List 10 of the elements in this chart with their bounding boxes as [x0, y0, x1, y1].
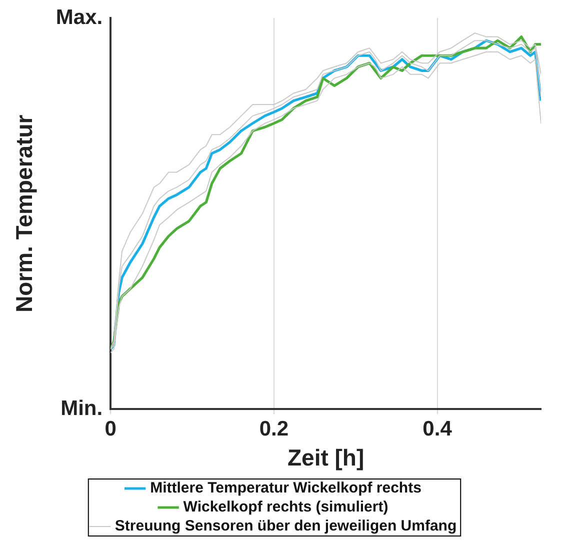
x-tick-label: 0.4 [422, 418, 452, 441]
text: Max. [56, 6, 103, 29]
x-axis-title: Zeit [h] [287, 444, 364, 471]
text: Min. [60, 396, 103, 420]
x-tick-label: 0.2 [259, 418, 289, 441]
y-axis-title: Norm. Temperatur [11, 114, 38, 312]
legend-label: Mittlere Temperatur Wickelkopf rechts [150, 480, 422, 497]
legend-label: Wickelkopf rechts (simuliert) [183, 498, 388, 516]
legend-label: Streuung Sensoren über den jeweiligen Umfang [114, 518, 457, 535]
x-tick-label: 0 [104, 418, 116, 441]
